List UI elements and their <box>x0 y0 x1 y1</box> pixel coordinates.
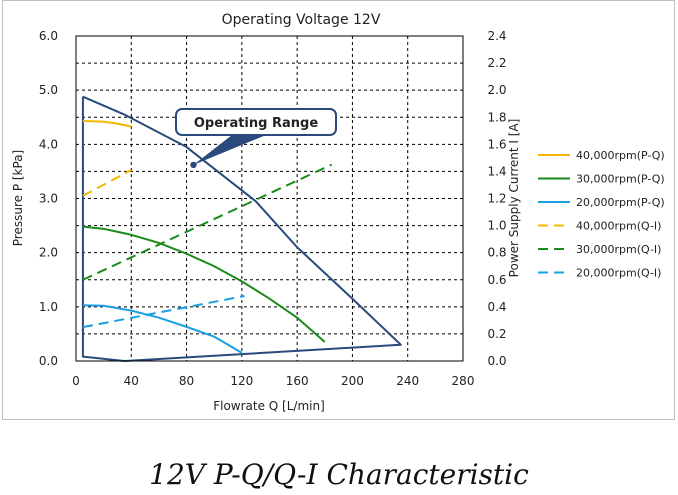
operating-range-callout: Operating Range <box>175 108 337 169</box>
operating-range <box>81 95 402 362</box>
y-tick-label: 3.0 <box>39 192 58 206</box>
series-line <box>82 225 326 343</box>
series-line <box>82 120 132 128</box>
y2-tick-label: 1.2 <box>487 192 506 206</box>
y2-tick-label: 2.0 <box>487 83 506 97</box>
x-tick-label: 280 <box>452 374 475 388</box>
legend-label: 30,000rpm(P-Q) <box>576 173 665 186</box>
callout-dot <box>190 161 197 169</box>
y-tick-label: 1.0 <box>39 300 58 314</box>
y-tick-label: 0.0 <box>39 354 58 368</box>
pq-qi-chart: 0 40 80 120 160 200 240 280 0.0 0.2 0.4 0.6 0.8 1.0 1.… <box>11 12 665 413</box>
y2-tick-label: 1.8 <box>487 110 506 124</box>
y-tick-label: 2.0 <box>39 246 58 260</box>
legend-label: 30,000rpm(Q-I) <box>576 243 661 256</box>
x-tick-label: 40 <box>124 374 139 388</box>
callout-pointer <box>193 135 266 165</box>
y2-tick-label: 0.4 <box>487 300 506 314</box>
y2-tick-label: 0.0 <box>487 354 506 368</box>
figure-caption: 12V P-Q/Q-I Characteristic <box>149 458 529 491</box>
legend-label: 40,000rpm(P-Q) <box>576 149 665 162</box>
x-tick-label: 200 <box>341 374 364 388</box>
operating-range-outline <box>81 95 402 362</box>
callout-box <box>175 108 337 136</box>
y-tick-label: 5.0 <box>39 83 58 97</box>
x-tick-label: 0 <box>72 374 80 388</box>
chart-frame <box>2 0 675 420</box>
plot-border <box>75 35 464 362</box>
series-line <box>82 295 245 329</box>
x-axis-label: Flowrate Q [L/min] <box>213 399 325 413</box>
series-lines <box>82 120 333 354</box>
y2-tick-label: 2.2 <box>487 56 506 70</box>
x-tick-label: 160 <box>286 374 309 388</box>
y2-tick-label: 1.4 <box>487 164 506 178</box>
series-line <box>82 169 132 197</box>
y-tick-label: 4.0 <box>39 137 58 151</box>
chart-title: Operating Voltage 12V <box>222 12 381 28</box>
series-line <box>82 304 243 354</box>
y-tick-label: 6.0 <box>39 29 58 43</box>
legend: 40,000rpm(P-Q) 30,000rpm(P-Q) 20,000rpm(P-… <box>538 149 665 280</box>
y2-tick-label: 0.6 <box>487 273 506 287</box>
y2-axis-label: Power Supply Current I [A] <box>507 119 521 278</box>
y2-tick-label: 1.6 <box>487 137 506 151</box>
callout-label: Operating Range <box>194 116 318 131</box>
series-line <box>82 163 333 281</box>
x-tick-label: 240 <box>396 374 419 388</box>
x-tick-label: 80 <box>179 374 194 388</box>
legend-label: 20,000rpm(P-Q) <box>576 196 665 209</box>
y2-tick-label: 0.8 <box>487 246 506 260</box>
legend-label: 20,000rpm(Q-I) <box>576 267 661 280</box>
y2-tick-label: 2.4 <box>487 29 506 43</box>
legend-label: 40,000rpm(Q-I) <box>576 220 661 233</box>
y-axis-label: Pressure P [kPa] <box>11 150 25 246</box>
x-tick-label: 120 <box>230 374 253 388</box>
axes: 0 40 80 120 160 200 240 280 0.0 0.2 0.4 0.6 0.8 1.0 1.… <box>39 29 507 388</box>
y2-tick-label: 0.2 <box>487 327 506 341</box>
y2-tick-label: 1.0 <box>487 219 506 233</box>
